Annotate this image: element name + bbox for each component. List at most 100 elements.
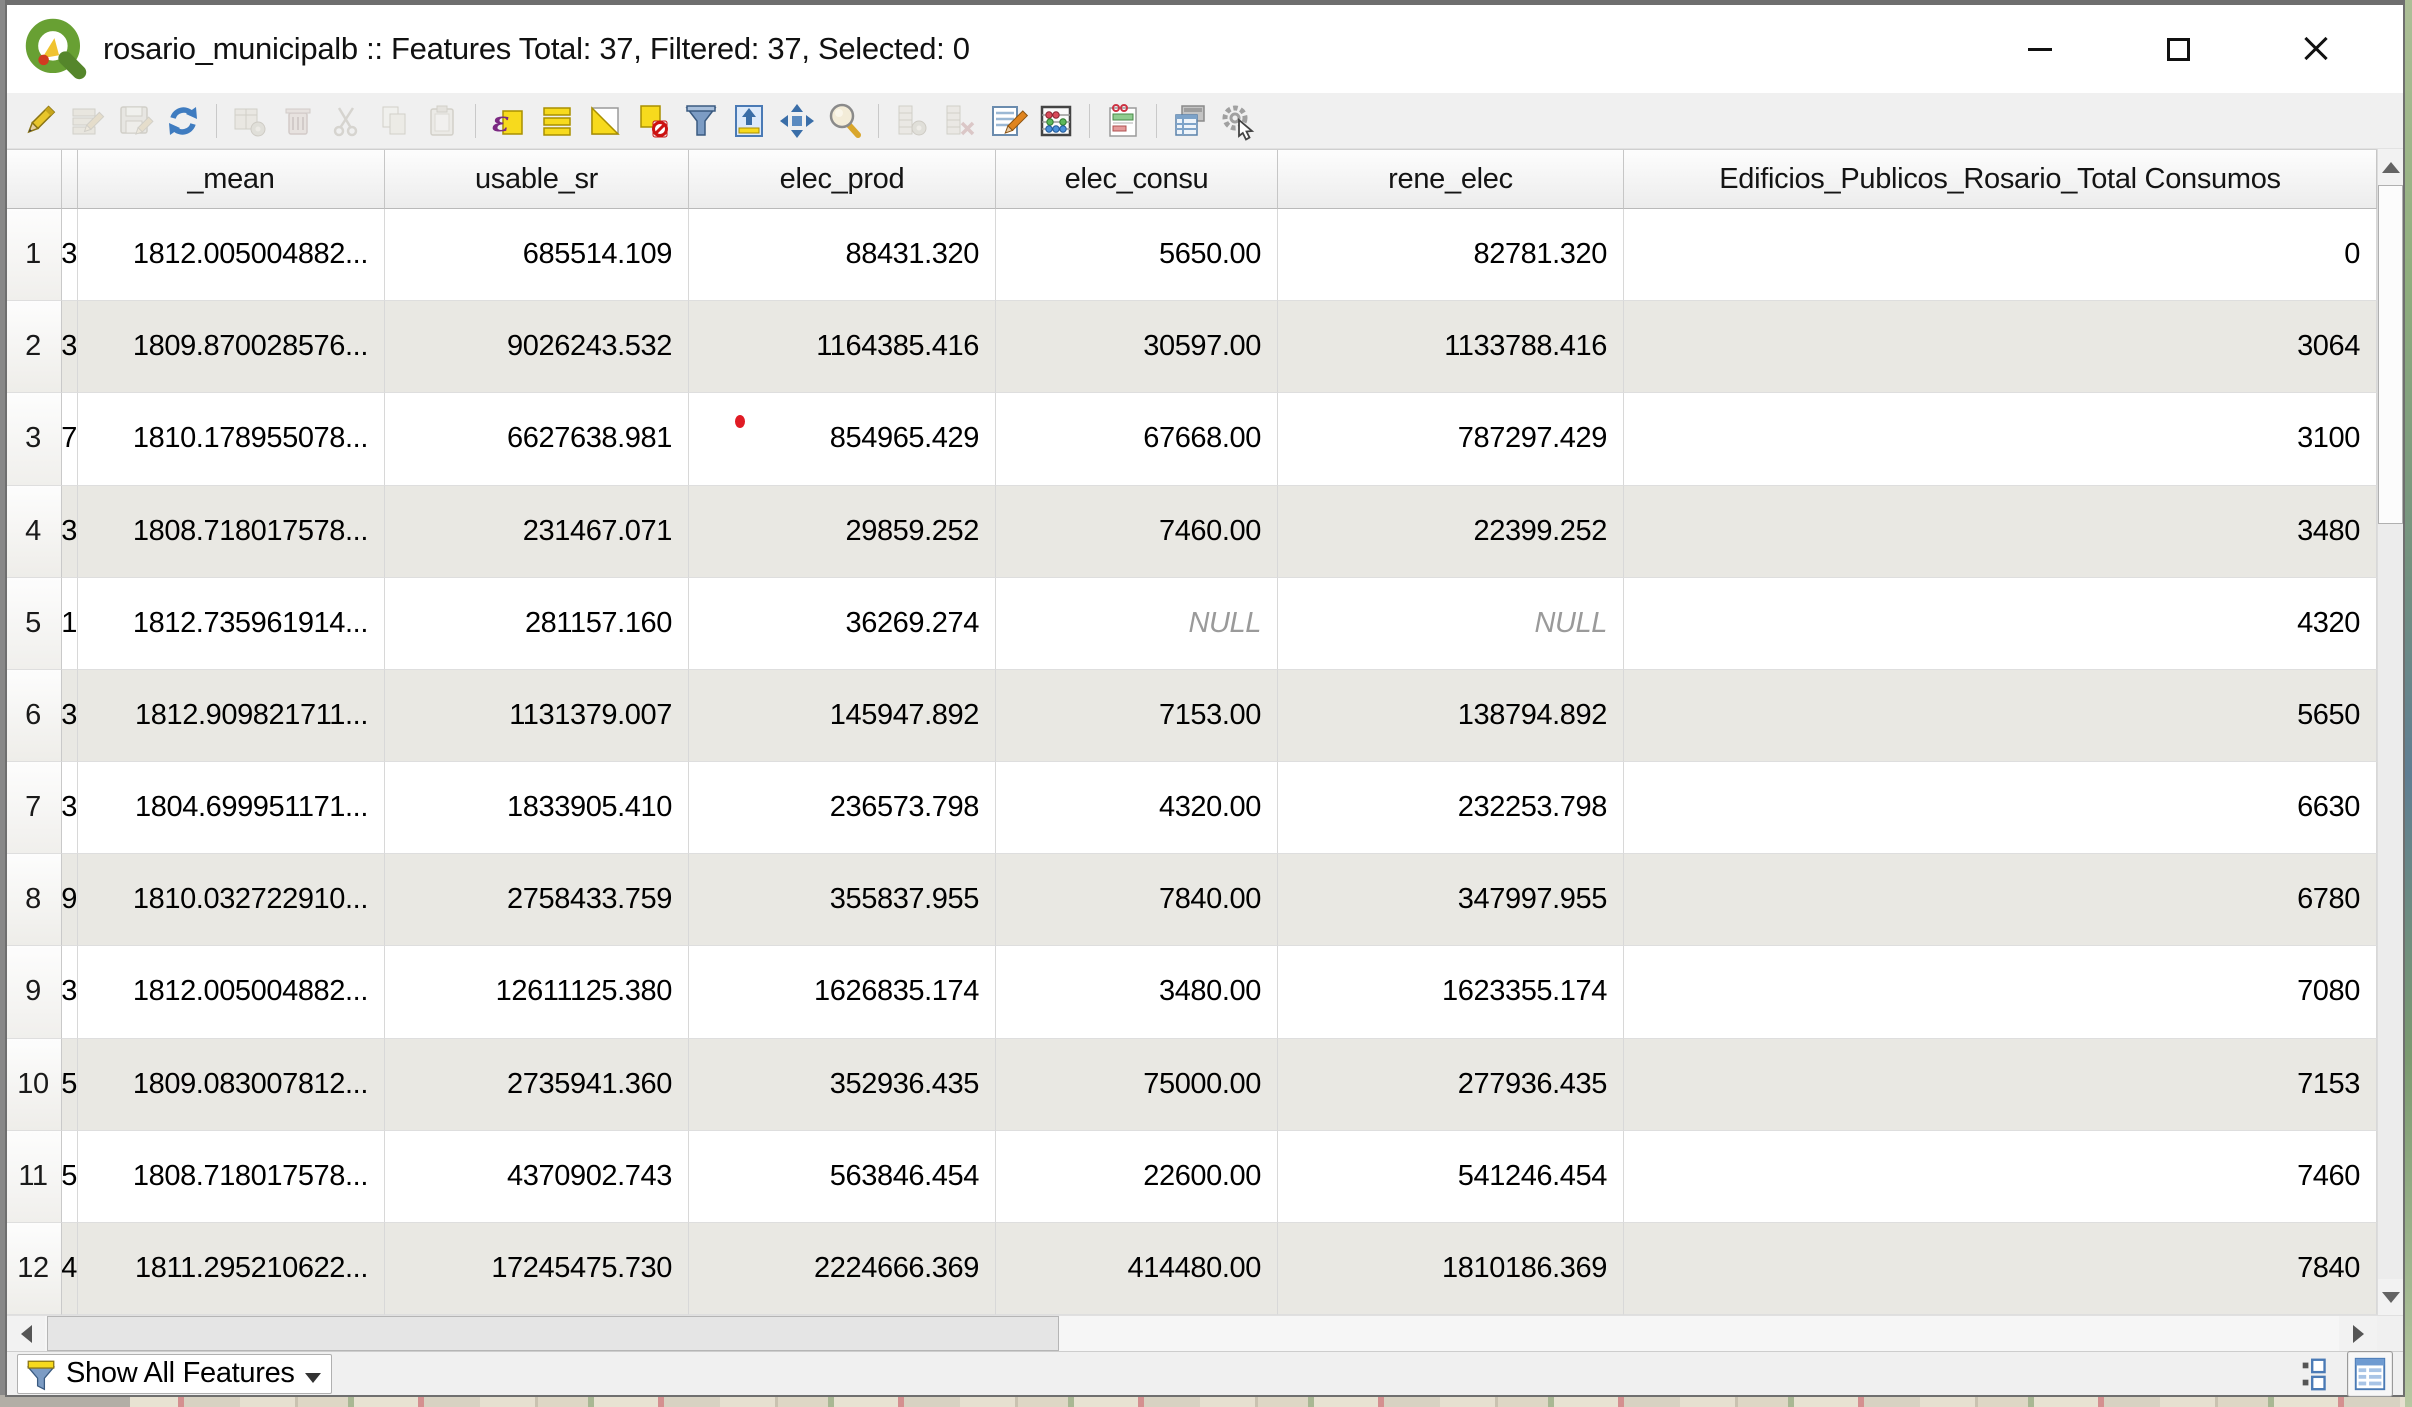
- cell[interactable]: 3100: [1624, 393, 2377, 486]
- cell[interactable]: 6630: [1624, 762, 2377, 855]
- cell[interactable]: 1811.295210622...: [78, 1222, 385, 1316]
- clipped-cell[interactable]: 3: [62, 301, 78, 394]
- cell[interactable]: 145947.892: [689, 669, 996, 763]
- clipped-cell[interactable]: 9: [62, 854, 78, 947]
- cell[interactable]: 1164385.416: [689, 301, 996, 394]
- cell[interactable]: 7840: [1624, 1222, 2377, 1316]
- clipped-cell[interactable]: 3: [62, 669, 78, 763]
- cell[interactable]: 1623355.174: [1278, 946, 1624, 1039]
- horizontal-scroll-thumb[interactable]: [47, 1316, 1059, 1351]
- cell[interactable]: 854965.429: [689, 393, 996, 486]
- clipped-cell[interactable]: 7: [62, 393, 78, 486]
- cell[interactable]: 414480.00: [996, 1222, 1278, 1316]
- cell[interactable]: 232253.798: [1278, 762, 1624, 855]
- cell[interactable]: 277936.435: [1278, 1038, 1624, 1131]
- column-header-elec-prod[interactable]: elec_prod: [689, 150, 996, 209]
- row-number[interactable]: 4: [7, 485, 62, 578]
- horizontal-scroll-track[interactable]: [45, 1316, 2339, 1351]
- cell[interactable]: 30597.00: [996, 301, 1278, 394]
- scroll-left-button[interactable]: [7, 1316, 45, 1351]
- clipped-cell[interactable]: 1: [62, 577, 78, 670]
- table-view-button[interactable]: [2347, 1350, 2393, 1397]
- column-header-elec-consu[interactable]: elec_consu: [996, 150, 1278, 209]
- toggle-editing-button[interactable]: [17, 99, 61, 143]
- invert-selection-button[interactable]: [583, 99, 627, 143]
- cell[interactable]: 1810186.369: [1278, 1222, 1624, 1316]
- cell[interactable]: 2758433.759: [385, 854, 689, 947]
- row-number[interactable]: 1: [7, 209, 62, 302]
- maximize-button[interactable]: [2161, 32, 2195, 66]
- row-number[interactable]: 7: [7, 762, 62, 855]
- cell[interactable]: 7460.00: [996, 485, 1278, 578]
- vertical-scroll-track[interactable]: [2378, 185, 2403, 1279]
- conditional-formatting-button[interactable]: [1101, 99, 1145, 143]
- cell[interactable]: 5650: [1624, 669, 2377, 763]
- cell[interactable]: 138794.892: [1278, 669, 1624, 763]
- clipped-cell[interactable]: 4: [62, 1222, 78, 1316]
- clipped-cell[interactable]: 3: [62, 209, 78, 302]
- cell[interactable]: 1812.735961914...: [78, 577, 385, 670]
- scroll-right-button[interactable]: [2339, 1316, 2377, 1351]
- cell[interactable]: 281157.160: [385, 577, 689, 670]
- row-number[interactable]: 5: [7, 577, 62, 670]
- clipped-column-header[interactable]: [62, 150, 78, 209]
- cell[interactable]: 7153: [1624, 1038, 2377, 1131]
- cell[interactable]: 1808.718017578...: [78, 1130, 385, 1223]
- row-number[interactable]: 10: [7, 1038, 62, 1131]
- cell[interactable]: 7460: [1624, 1130, 2377, 1223]
- minimize-button[interactable]: [2023, 32, 2057, 66]
- cell[interactable]: 4320: [1624, 577, 2377, 670]
- cell[interactable]: 231467.071: [385, 485, 689, 578]
- cell[interactable]: 3480: [1624, 485, 2377, 578]
- cell[interactable]: 541246.454: [1278, 1130, 1624, 1223]
- cell[interactable]: 1812.005004882...: [78, 209, 385, 302]
- cell[interactable]: 5650.00: [996, 209, 1278, 302]
- field-calculator-button[interactable]: [1034, 99, 1078, 143]
- row-number[interactable]: 11: [7, 1130, 62, 1223]
- cell[interactable]: 82781.320: [1278, 209, 1624, 302]
- cell[interactable]: 12611125.380: [385, 946, 689, 1039]
- select-all-button[interactable]: [535, 99, 579, 143]
- cell[interactable]: 2735941.360: [385, 1038, 689, 1131]
- cell[interactable]: 6627638.981: [385, 393, 689, 486]
- cell[interactable]: 2224666.369: [689, 1222, 996, 1316]
- row-number[interactable]: 2: [7, 301, 62, 394]
- cell[interactable]: 1808.718017578...: [78, 485, 385, 578]
- cell[interactable]: 88431.320: [689, 209, 996, 302]
- filter-select-by-form-button[interactable]: [679, 99, 723, 143]
- cell[interactable]: 7080: [1624, 946, 2377, 1039]
- zoom-to-selection-button[interactable]: [823, 99, 867, 143]
- cell[interactable]: 4320.00: [996, 762, 1278, 855]
- column-header-edificios-publicos-rosario-total-consumos[interactable]: Edificios_Publicos_Rosario_Total Consumo…: [1624, 150, 2377, 209]
- cell[interactable]: 7153.00: [996, 669, 1278, 763]
- row-number[interactable]: 6: [7, 669, 62, 763]
- select-by-expression-button[interactable]: ε: [487, 99, 531, 143]
- cell[interactable]: 1809.083007812...: [78, 1038, 385, 1131]
- cell[interactable]: NULL: [996, 577, 1278, 670]
- cell[interactable]: 563846.454: [689, 1130, 996, 1223]
- scroll-up-button[interactable]: [2378, 149, 2403, 185]
- cell[interactable]: 787297.429: [1278, 393, 1624, 486]
- cell[interactable]: 1131379.007: [385, 669, 689, 763]
- cell[interactable]: 352936.435: [689, 1038, 996, 1131]
- cell[interactable]: 355837.955: [689, 854, 996, 947]
- cell[interactable]: 1810.178955078...: [78, 393, 385, 486]
- cell[interactable]: 3064: [1624, 301, 2377, 394]
- form-view-button[interactable]: [2293, 1351, 2339, 1397]
- cell[interactable]: NULL: [1278, 577, 1624, 670]
- scroll-down-button[interactable]: [2378, 1279, 2403, 1315]
- show-all-features-button[interactable]: Show All Features: [17, 1353, 332, 1394]
- vertical-scroll-thumb[interactable]: [2378, 185, 2403, 525]
- cell[interactable]: 17245475.730: [385, 1222, 689, 1316]
- row-number[interactable]: 9: [7, 946, 62, 1039]
- cell[interactable]: 22600.00: [996, 1130, 1278, 1223]
- row-number[interactable]: 3: [7, 393, 62, 486]
- row-number[interactable]: 8: [7, 854, 62, 947]
- cell[interactable]: 75000.00: [996, 1038, 1278, 1131]
- clipped-cell[interactable]: 3: [62, 485, 78, 578]
- pan-to-selection-button[interactable]: [775, 99, 819, 143]
- cell[interactable]: 1626835.174: [689, 946, 996, 1039]
- cell[interactable]: 1809.870028576...: [78, 301, 385, 394]
- cell[interactable]: 29859.252: [689, 485, 996, 578]
- cell[interactable]: 1833905.410: [385, 762, 689, 855]
